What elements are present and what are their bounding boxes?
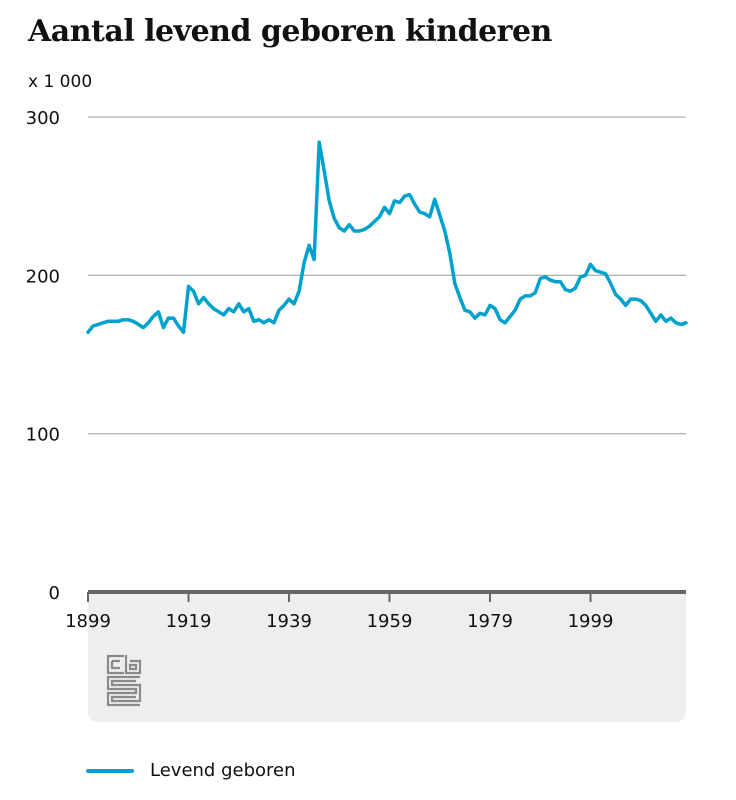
legend-swatch [86,768,134,773]
x-tick-label: 1899 [65,611,111,632]
x-tick-label: 1979 [467,611,513,632]
x-tick-label: 1919 [166,611,212,632]
unit-label: x 1 000 [28,72,93,92]
y-tick-label: 100 [26,425,60,446]
cbs-logo [106,654,142,707]
y-tick-label: 200 [26,266,60,287]
x-tick-label: 1939 [266,611,312,632]
y-tick-label: 0 [49,583,60,604]
x-tick-label: 1959 [367,611,413,632]
legend-label: Levend geboren [150,760,296,781]
chart-title: Aantal levend geboren kinderen [28,14,552,49]
series-line-levend-geboren [86,140,688,335]
footer-panel [88,592,686,722]
x-tick-label: 1999 [568,611,614,632]
legend: Levend geboren [86,760,296,781]
y-tick-label: 300 [26,108,60,129]
